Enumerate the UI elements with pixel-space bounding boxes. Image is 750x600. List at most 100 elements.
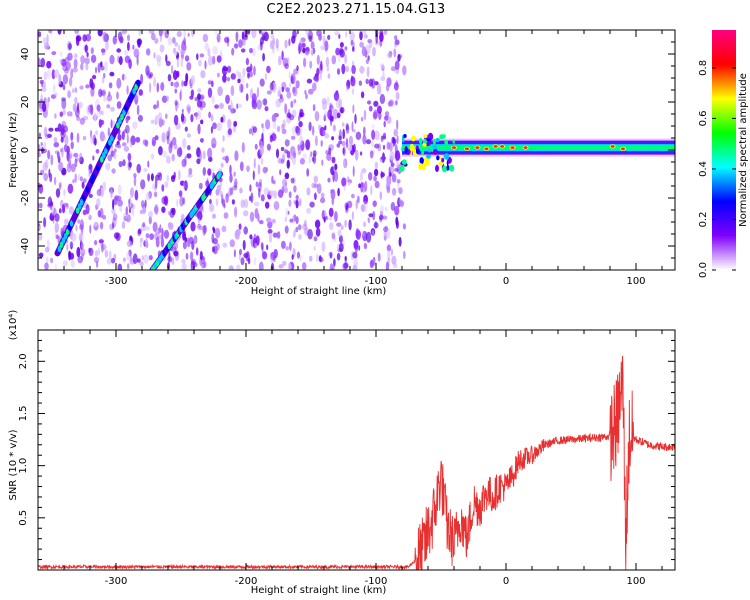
trace-blob (57, 245, 62, 253)
noise-speck (334, 211, 338, 222)
noise-speck (174, 99, 178, 106)
noise-speck (89, 224, 92, 234)
spectrogram-plot (38, 30, 675, 270)
noise-speck (164, 195, 169, 206)
noise-speck (322, 129, 326, 137)
onset-blob (404, 146, 408, 154)
noise-speck (362, 230, 368, 242)
noise-speck (222, 135, 225, 142)
noise-speck (59, 59, 63, 64)
trace-blob (55, 250, 60, 257)
noise-speck (386, 52, 392, 59)
noise-speck (294, 125, 300, 134)
noise-speck (248, 195, 252, 202)
noise-speck (119, 36, 124, 44)
noise-speck (187, 106, 191, 114)
noise-speck (201, 262, 206, 269)
noise-speck (230, 99, 233, 109)
onset-blob (423, 139, 428, 144)
noise-speck (361, 230, 365, 237)
noise-speck (168, 126, 171, 137)
noise-speck (77, 219, 81, 224)
noise-speck (76, 246, 81, 258)
noise-speck (326, 152, 332, 161)
noise-speck (254, 242, 258, 249)
noise-speck (293, 151, 296, 159)
noise-speck (361, 184, 367, 193)
noise-speck (312, 104, 316, 112)
noise-speck (109, 71, 115, 77)
noise-speck (370, 185, 373, 196)
noise-speck (53, 142, 60, 148)
noise-speck (131, 203, 136, 210)
noise-speck (140, 237, 144, 243)
noise-speck (328, 216, 333, 221)
noise-speck (71, 232, 77, 242)
onset-blob (432, 138, 436, 145)
noise-speck (207, 80, 212, 85)
noise-speck (276, 125, 281, 132)
noise-speck (38, 183, 44, 194)
noise-speck (260, 242, 264, 251)
noise-speck (145, 65, 150, 76)
noise-speck (211, 95, 215, 104)
noise-speck (161, 206, 166, 213)
noise-speck (343, 185, 346, 192)
noise-speck (373, 109, 378, 119)
noise-speck (112, 35, 118, 45)
noise-speck (247, 257, 251, 265)
noise-speck (386, 141, 391, 150)
noise-speck (385, 261, 389, 270)
noise-speck (374, 161, 379, 170)
noise-speck (367, 100, 372, 105)
noise-speck (48, 30, 52, 34)
noise-speck (346, 200, 353, 209)
noise-speck (173, 81, 180, 88)
noise-speck (166, 135, 170, 145)
noise-speck (327, 177, 331, 183)
colorbar (712, 30, 736, 270)
noise-speck (202, 150, 206, 160)
noise-speck (47, 150, 51, 160)
hot-spot (493, 145, 498, 148)
noise-speck (40, 94, 43, 101)
noise-speck (288, 38, 291, 47)
trace-blob (87, 181, 92, 189)
noise-speck (38, 143, 41, 154)
noise-speck (98, 88, 103, 98)
noise-speck (358, 80, 363, 86)
noise-speck (134, 189, 139, 201)
onset-blob (402, 159, 407, 165)
noise-speck (262, 251, 267, 260)
noise-speck (329, 252, 333, 259)
noise-speck (331, 55, 337, 65)
noise-speck (100, 61, 103, 68)
noise-speck (45, 257, 49, 263)
noise-speck (389, 172, 392, 177)
noise-speck (297, 224, 302, 231)
noise-speck (225, 94, 230, 105)
noise-speck (174, 88, 178, 94)
spec-x-tick-label: -200 (235, 276, 258, 287)
noise-speck (266, 217, 272, 223)
noise-speck (335, 47, 340, 56)
noise-speck (105, 39, 109, 51)
noise-speck (331, 232, 335, 240)
noise-speck (255, 235, 260, 246)
noise-speck (261, 251, 268, 260)
noise-speck (238, 39, 243, 48)
onset-blob (435, 164, 439, 172)
noise-speck (211, 246, 215, 253)
noise-speck (241, 31, 245, 40)
noise-speck (291, 125, 297, 136)
noise-speck (127, 152, 132, 161)
noise-speck (109, 54, 115, 65)
noise-speck (229, 239, 235, 248)
noise-speck (68, 250, 71, 261)
noise-speck (314, 219, 321, 229)
trace-blob (124, 105, 128, 112)
noise-speck (74, 96, 78, 104)
noise-speck (354, 149, 359, 161)
noise-speck (308, 255, 313, 262)
noise-speck (57, 30, 62, 35)
